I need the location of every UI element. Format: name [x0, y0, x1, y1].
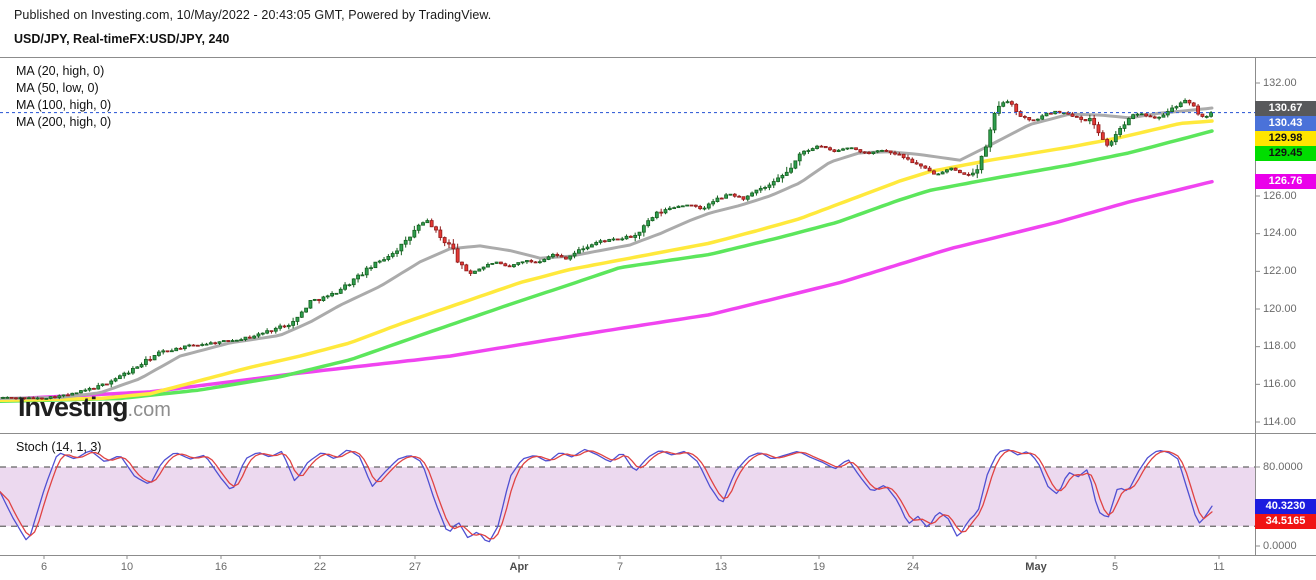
time-tick-label-22: 22 [313, 561, 327, 573]
price-tick-label: 126.00 [1263, 189, 1297, 202]
price-tick-label: 114.00 [1263, 415, 1296, 428]
time-tick-label-24: 24 [906, 561, 920, 573]
ma-legend: MA (20, high, 0) MA (50, low, 0) MA (100… [16, 63, 111, 131]
price-badge-ma100-high: 129.45 [1255, 145, 1316, 161]
time-tick-label-10: 10 [120, 561, 134, 573]
price-badge-last-price: 130.43 [1255, 115, 1316, 131]
ma-legend-item-20[interactable]: MA (20, high, 0) [16, 64, 105, 78]
price-badge-ma50-low: 129.98 [1255, 130, 1316, 146]
price-badge-ma20-high: 130.67 [1255, 100, 1316, 116]
price-tick-label: 132.00 [1263, 76, 1297, 89]
time-tick-label-16: 16 [214, 561, 228, 573]
ma-legend-item-200[interactable]: MA (200, high, 0) [16, 115, 112, 129]
time-tick-label-may: May [1025, 561, 1047, 573]
ma-legend-item-50[interactable]: MA (50, low, 0) [16, 81, 99, 95]
price-badge-ma200-high: 126.76 [1255, 174, 1316, 190]
ma-lines-group [0, 106, 1214, 404]
axis-ticks [43, 82, 1260, 559]
time-tick-label-6: 6 [40, 561, 48, 573]
stoch-badge-d: 34.5165 [1255, 513, 1316, 529]
price-tick-label: 124.00 [1263, 227, 1297, 240]
ma-legend-item-100[interactable]: MA (100, high, 0) [16, 98, 112, 112]
published-line: Published on Investing.com, 10/May/2022 … [14, 8, 492, 22]
watermark-main-text: Investing [18, 392, 129, 422]
price-tick-label: 120.00 [1263, 302, 1297, 315]
symbol-title: USD/JPY, Real-timeFX:USD/JPY, 240 [14, 32, 230, 46]
time-tick-label-5: 5 [1111, 561, 1119, 573]
stoch-badge-k: 40.3230 [1255, 498, 1316, 514]
candles-group [1, 98, 1213, 400]
time-tick-label-7: 7 [616, 561, 624, 573]
stoch-tick-label: 0.0000 [1263, 539, 1297, 552]
stoch-tick-label: 80.0000 [1263, 460, 1303, 473]
time-tick-label-13: 13 [714, 561, 728, 573]
investing-watermark-logo: Investing.com [18, 392, 171, 423]
watermark-suffix-text: .com [127, 399, 171, 421]
stoch-group [0, 448, 1255, 543]
price-tick-label: 118.00 [1263, 340, 1296, 353]
time-tick-label-19: 19 [812, 561, 826, 573]
time-tick-label-apr: Apr [509, 561, 529, 573]
time-tick-label-11: 11 [1213, 561, 1225, 573]
price-tick-label: 116.00 [1263, 377, 1296, 390]
stoch-legend-item[interactable]: Stoch (14, 1, 3) [16, 440, 102, 454]
price-tick-label: 122.00 [1263, 264, 1297, 277]
time-tick-label-27: 27 [408, 561, 422, 573]
